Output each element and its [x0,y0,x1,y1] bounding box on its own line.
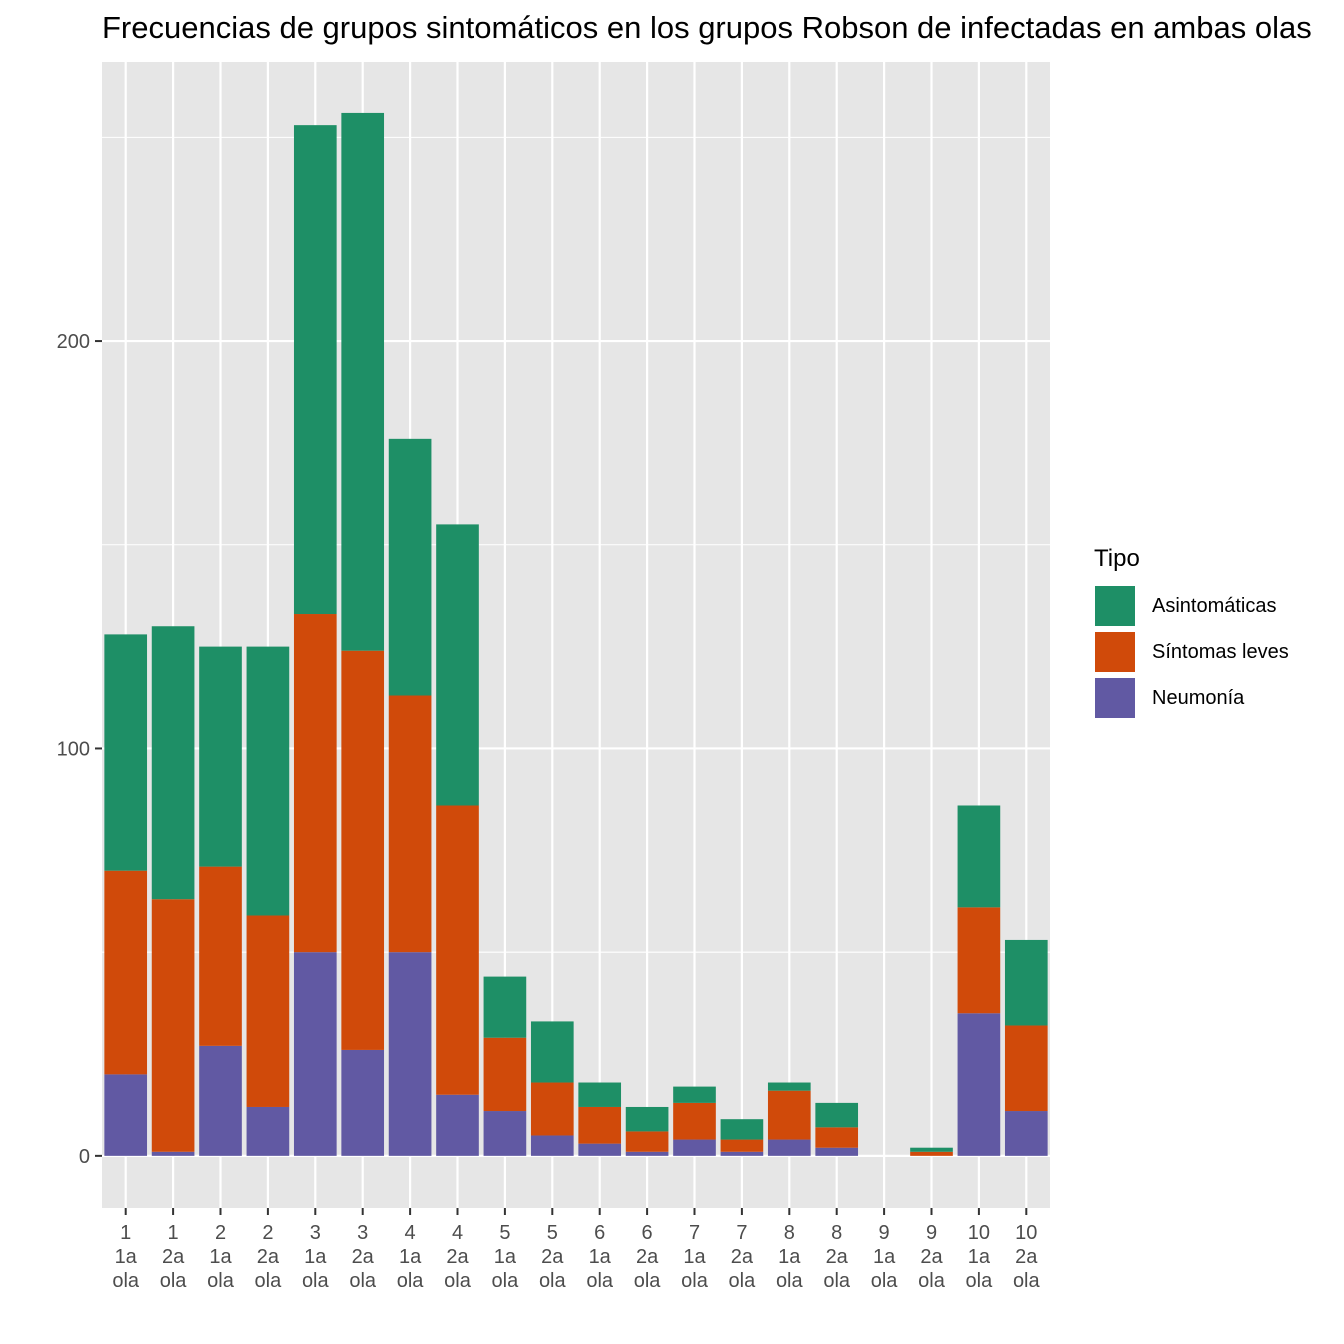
bar-segment [151,899,195,1152]
x-tick-label: 3 1a ola [302,1222,330,1292]
x-tick-label: 7 1a ola [681,1222,709,1292]
bar-segment [815,1102,859,1128]
bar-segment [388,438,432,696]
bar-segment [341,112,385,651]
bar-segment [483,1111,527,1156]
bars [104,112,1048,1156]
x-axis: 1 1a ola 1 2a ola 2 1a ola 2 2a ola 3 1a ola 3 2a ola 4 1a o… [112,1208,1041,1292]
bar-segment [720,1139,764,1152]
bar-segment [815,1127,859,1148]
bar-segment [388,952,432,1156]
bar-segment [530,1135,574,1156]
x-tick-label: 1 2a ola [160,1222,188,1292]
bar-segment [1004,1025,1048,1112]
bar-segment [625,1131,669,1152]
bar-segment [673,1086,716,1103]
bar-segment [673,1139,716,1156]
x-tick-label: 9 2a ola [918,1222,946,1292]
bar-segment [483,976,527,1038]
x-tick-label: 7 2a ola [729,1222,757,1292]
bar-segment [625,1106,669,1132]
bar-segment [436,1094,479,1156]
x-tick-label: 10 2a ola [1013,1222,1041,1292]
bar-segment [578,1106,622,1144]
bar-segment [293,614,337,953]
x-tick-label: 5 2a ola [539,1222,567,1292]
x-tick-label: 2 1a ola [207,1222,235,1292]
bar-segment [957,907,1001,1014]
legend-title: Tipo [1094,545,1140,572]
y-tick-label: 200 [57,331,90,353]
bar-segment [246,1106,290,1156]
bar-segment [673,1102,716,1140]
bar-segment [151,626,195,900]
bar-segment [436,805,479,1095]
bar-segment [578,1082,622,1107]
legend-label: Asintomáticas [1152,594,1277,617]
bar-segment [625,1151,669,1156]
x-tick-label: 2 2a ola [255,1222,283,1292]
legend-item: Neumonía [1094,675,1289,721]
bar-segment [720,1119,764,1140]
x-tick-label: 6 1a ola [586,1222,614,1292]
legend: Tipo Asintomáticas Síntomas leves Neumonía [1094,545,1289,721]
x-tick-label: 4 1a ola [397,1222,425,1292]
bar-segment [1004,1111,1048,1156]
x-tick-label: 8 1a ola [776,1222,804,1292]
bar-segment [483,1037,527,1112]
legend-key [1094,677,1136,719]
bar-segment [957,805,1001,908]
y-tick-label: 0 [79,1146,90,1168]
legend-key [1094,585,1136,627]
chart-title: Frecuencias de grupos sintomáticos en lo… [102,10,1312,45]
bar-segment [151,1151,195,1156]
bar-segment [293,952,337,1156]
plot-panel [102,62,1050,1208]
bar-segment [767,1082,811,1091]
bar-segment [388,695,432,953]
y-tick-label: 100 [57,738,90,760]
bar-segment [199,646,242,867]
bar-segment [199,1045,242,1156]
bar-segment [910,1151,953,1156]
x-tick-label: 10 1a ola [966,1222,994,1292]
bar-segment [246,915,290,1107]
legend-item: Asintomáticas [1094,583,1289,629]
bar-segment [104,870,148,1075]
legend-item: Síntomas leves [1094,629,1289,675]
x-tick-label: 8 2a ola [823,1222,851,1292]
bar-segment [767,1090,811,1140]
x-tick-label: 6 2a ola [634,1222,662,1292]
bar-segment [815,1147,859,1156]
bar-segment [341,1049,385,1156]
x-tick-label: 3 2a ola [349,1222,377,1292]
x-tick-label: 9 1a ola [871,1222,899,1292]
bar-segment [199,866,242,1046]
bar-segment [910,1147,953,1152]
bar-segment [530,1082,574,1136]
x-tick-label: 5 1a ola [492,1222,520,1292]
bar-segment [767,1139,811,1156]
bar-segment [246,646,290,916]
bar-segment [293,125,337,615]
bar-segment [104,1074,148,1156]
bar-segment [530,1021,574,1083]
legend-key [1094,631,1136,673]
bar-segment [720,1151,764,1156]
bar-segment [341,650,385,1050]
y-axis: 0 100 200 [57,331,102,1168]
bar-segment [957,1013,1001,1156]
bar-segment [436,524,479,806]
bar-segment [578,1143,622,1156]
x-tick-label: 1 1a ola [112,1222,140,1292]
legend-items: Asintomáticas Síntomas leves Neumonía [1094,583,1289,721]
legend-label: Síntomas leves [1152,640,1289,663]
legend-label: Neumonía [1152,686,1245,709]
x-tick-label: 4 2a ola [444,1222,472,1292]
bar-segment [1004,939,1048,1026]
bar-segment [104,634,148,871]
